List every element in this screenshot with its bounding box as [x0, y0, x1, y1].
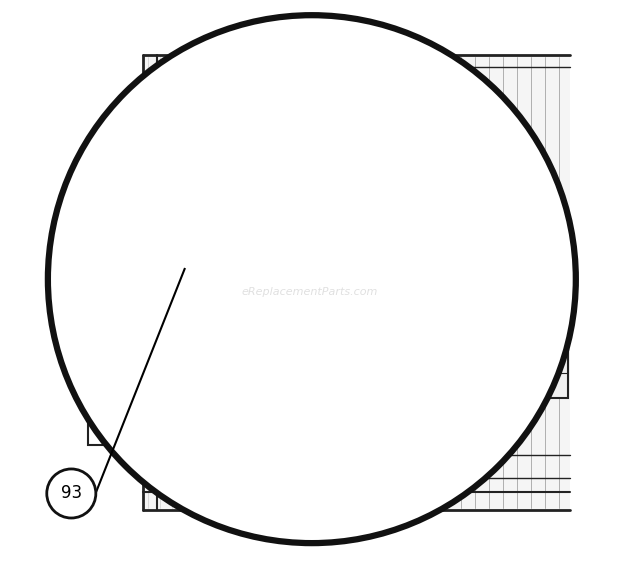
- Bar: [468, 328, 568, 398]
- Bar: [372, 100, 408, 120]
- Text: eReplacementParts.com: eReplacementParts.com: [242, 287, 378, 297]
- Circle shape: [48, 15, 576, 543]
- Circle shape: [46, 469, 96, 518]
- Circle shape: [48, 15, 576, 543]
- Bar: [376, 115, 404, 260]
- Bar: [88, 395, 126, 445]
- Text: 93: 93: [61, 485, 82, 502]
- Bar: [143, 55, 570, 510]
